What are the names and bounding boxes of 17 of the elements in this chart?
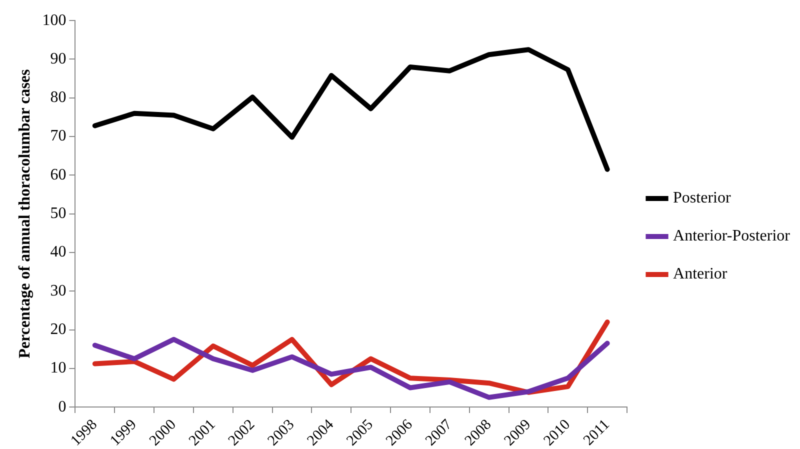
y-tick-label: 80 [50, 89, 66, 106]
x-tick-label: 2011 [580, 416, 613, 449]
x-tick-label: 1999 [107, 416, 140, 449]
legend-label: Anterior [673, 266, 728, 283]
legend-label: Anterior-Posterior [673, 228, 791, 245]
y-axis-title: Percentage of annual thoracolumbar cases [16, 69, 34, 358]
legend-label: Posterior [673, 190, 732, 207]
y-tick-label: 100 [42, 12, 66, 29]
y-tick-label: 90 [50, 50, 66, 68]
y-tick-label: 40 [50, 244, 66, 261]
y-tick-label: 60 [50, 166, 66, 184]
y-tick-label: 50 [50, 205, 66, 222]
y-tick-label: 20 [50, 320, 66, 338]
y-tick-label: 10 [50, 360, 66, 377]
y-tick-label: 30 [50, 282, 66, 300]
y-tick-label: 0 [58, 398, 66, 416]
y-tick-label: 70 [50, 128, 66, 145]
